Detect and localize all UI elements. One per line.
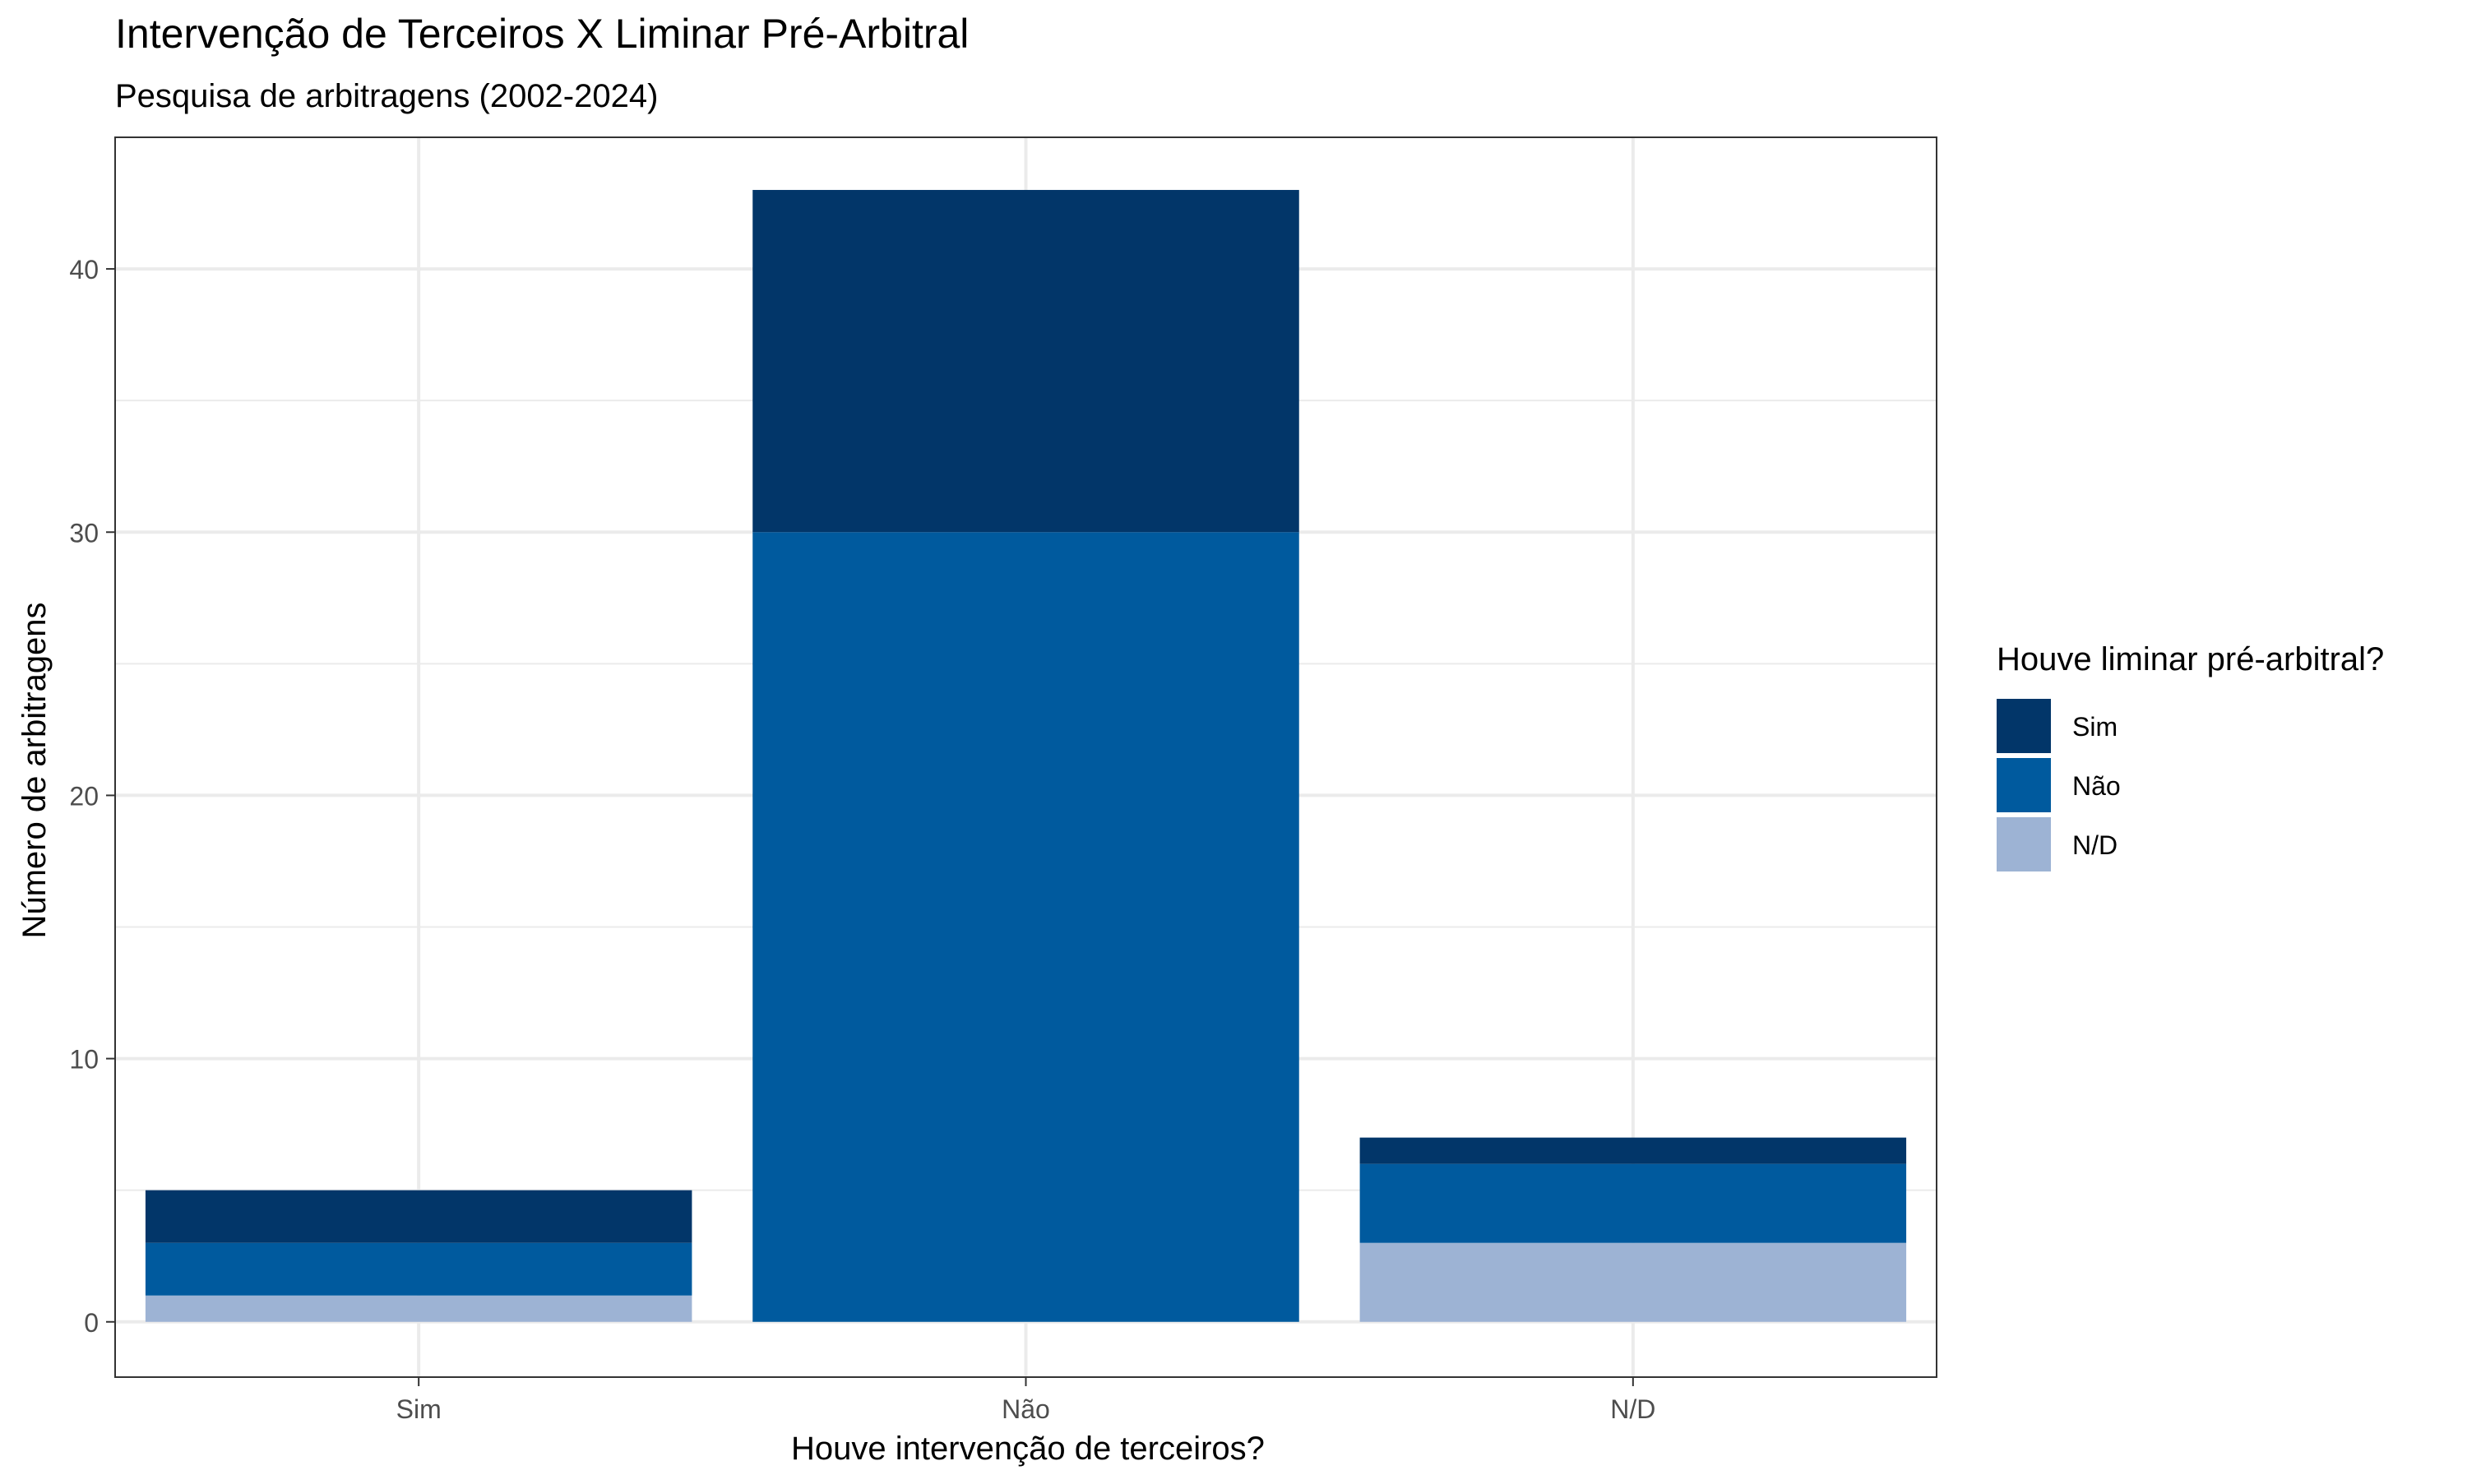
x-axis-title: Houve intervenção de terceiros? xyxy=(791,1431,1265,1467)
legend-title: Houve liminar pré-arbitral? xyxy=(1997,641,2384,677)
bar-segment xyxy=(1359,1242,1907,1322)
plot-panel: 0 10 20 30 40 Sim Não N/D xyxy=(69,136,1937,1424)
bar-segment xyxy=(752,190,1299,533)
y-axis-title: Número de arbitragens xyxy=(16,602,53,938)
y-tick-label: 30 xyxy=(69,518,99,548)
bar-segment xyxy=(145,1190,692,1243)
y-tick-label: 20 xyxy=(69,781,99,811)
legend-label: Não xyxy=(2072,771,2121,801)
x-tick-label: N/D xyxy=(1610,1394,1655,1424)
x-tick-label: Não xyxy=(1002,1394,1050,1424)
bar-segment xyxy=(145,1242,692,1296)
y-tick-label: 10 xyxy=(69,1045,99,1075)
bar-segment xyxy=(145,1295,692,1322)
x-tick-label: Sim xyxy=(396,1394,442,1424)
legend-key xyxy=(1997,817,2051,871)
legend: Houve liminar pré-arbitral? Sim Não N/D xyxy=(1997,641,2384,871)
bar-segment xyxy=(1359,1163,1907,1243)
legend-label: N/D xyxy=(2072,830,2118,860)
bar-segment xyxy=(752,532,1299,1322)
y-tick-label: 40 xyxy=(69,255,99,284)
legend-key xyxy=(1997,699,2051,753)
y-tick-label: 0 xyxy=(84,1308,99,1338)
chart-subtitle: Pesquisa de arbitragens (2002-2024) xyxy=(115,78,658,114)
chart-title: Intervenção de Terceiros X Liminar Pré-A… xyxy=(115,11,969,57)
legend-key xyxy=(1997,758,2051,812)
legend-label: Sim xyxy=(2072,712,2118,742)
bar-segment xyxy=(1359,1137,1907,1164)
